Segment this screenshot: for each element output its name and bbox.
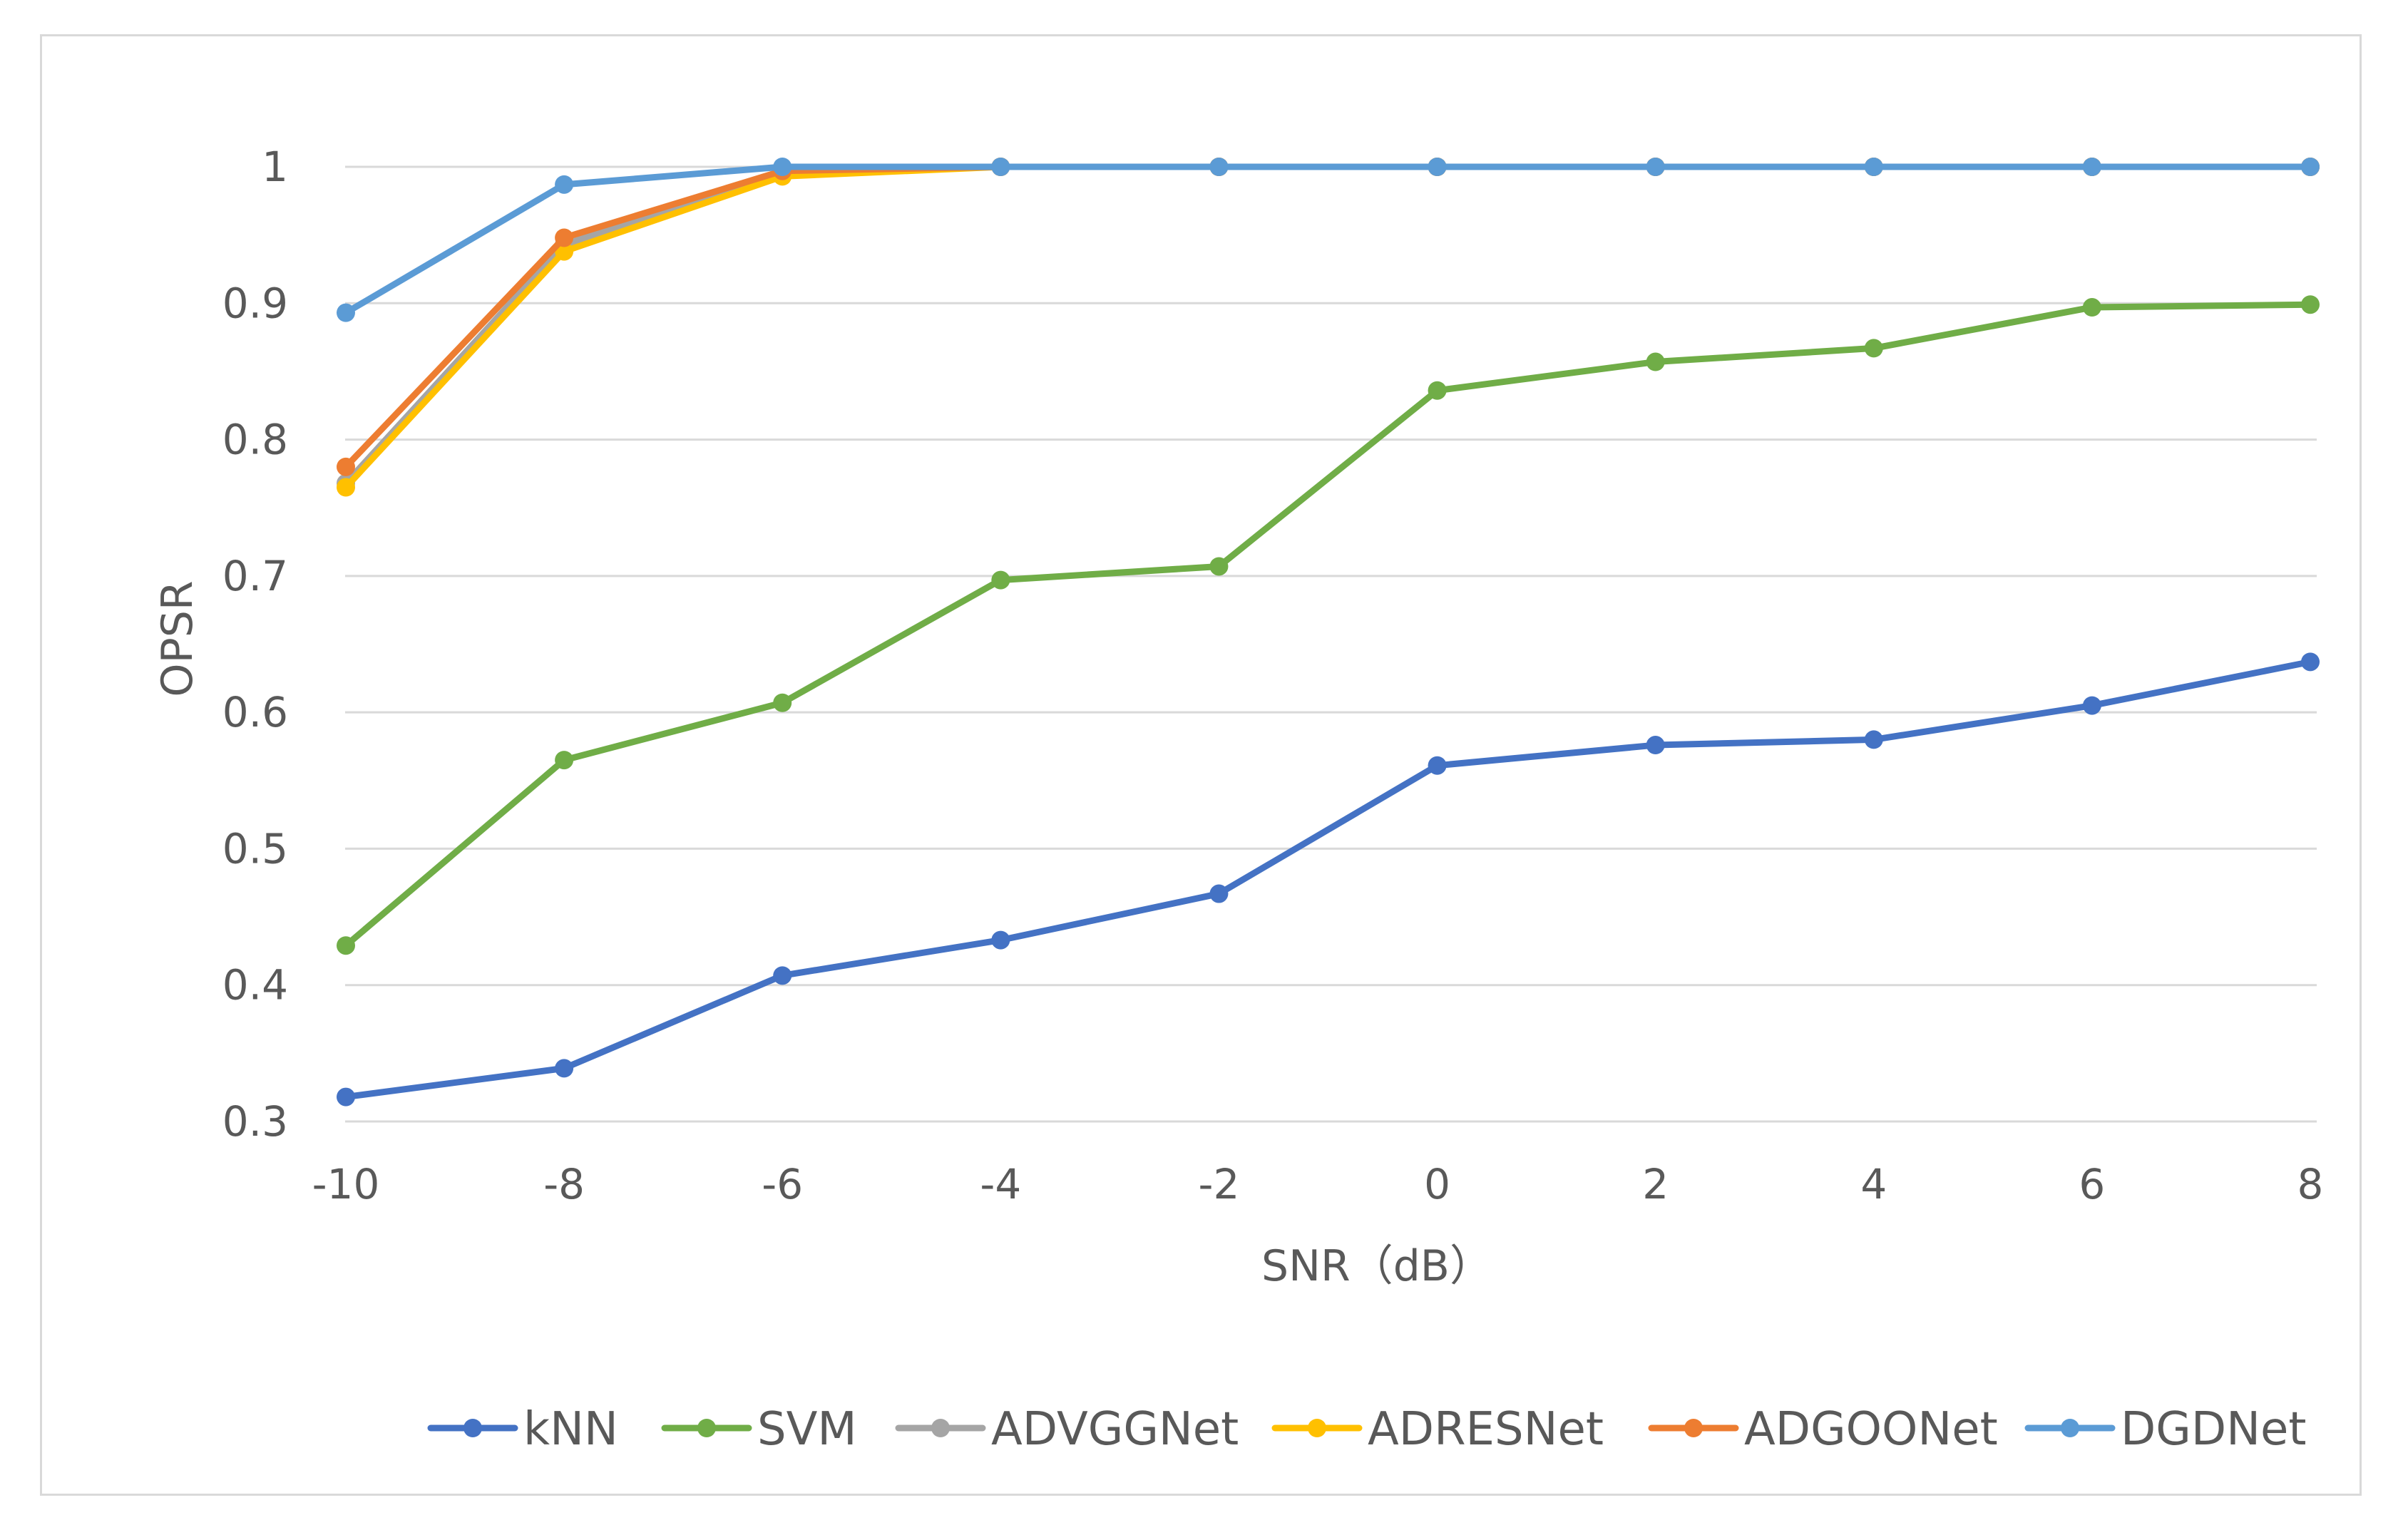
data-point-svm: [555, 751, 574, 770]
data-point-svm: [2301, 295, 2320, 314]
data-point-svm: [1864, 339, 1883, 358]
data-point-dgdnet: [1646, 158, 1665, 176]
legend-item-dgdnet: DGDNet: [2024, 1403, 2307, 1456]
x-tick-label: -2: [1199, 1160, 1240, 1208]
data-point-adgoonet: [555, 228, 574, 247]
y-tick-label: 0.5: [222, 824, 288, 873]
legend-marker: [697, 1419, 716, 1437]
x-tick-label: 8: [2297, 1160, 2324, 1208]
legend-label: SVM: [757, 1403, 857, 1456]
data-point-svm: [1428, 381, 1447, 400]
legend-marker: [931, 1419, 950, 1437]
data-point-knn: [1864, 730, 1883, 749]
x-tick-labels: -10 -8 -6 -4 -2 0 2 4 6 8: [312, 1160, 2324, 1208]
legend-item-svm: SVM: [661, 1403, 857, 1456]
series-adgoonet: [337, 158, 2320, 476]
data-point-knn: [1209, 884, 1229, 903]
y-tick-label: 0.8: [222, 416, 288, 464]
data-point-svm: [1646, 352, 1665, 371]
grid-lines: [345, 165, 2317, 1123]
chart-frame: 0.3 0.4 0.5 0.6 0.7 0.8 0.9 1 -10 -8 -6 -4 -2 0 2 4 6 8 …: [40, 34, 2362, 1496]
series-advggnet: [337, 158, 2320, 493]
data-point-dgdnet: [2301, 158, 2320, 176]
legend: kNN SVM ADVGGNet ADRESNet ADGOONet DGDNet: [427, 1403, 2307, 1456]
data-point-dgdnet: [1209, 158, 1229, 176]
y-tick-label: 0.3: [222, 1097, 288, 1146]
series-svm: [337, 295, 2320, 955]
x-tick-label: 0: [1424, 1160, 1450, 1208]
y-axis-title: OPSR: [153, 580, 203, 697]
data-point-knn: [2301, 652, 2320, 672]
data-point-knn: [1428, 756, 1447, 775]
legend-item-knn: kNN: [427, 1403, 618, 1456]
y-tick-label: 0.7: [222, 552, 288, 600]
legend-label: kNN: [523, 1403, 618, 1456]
data-point-svm: [1209, 557, 1229, 576]
data-point-dgdnet: [773, 158, 792, 176]
legend-marker: [1684, 1419, 1703, 1437]
series-line-knn: [342, 658, 2314, 1101]
data-point-svm: [991, 570, 1010, 590]
data-point-dgdnet: [337, 303, 355, 322]
chart-svg: 0.30.40.50.60.70.80.91 -10 -8 -6 -4 -2 0 2 4 6 8 …: [153, 143, 2324, 1456]
x-tick-label: 2: [1642, 1160, 1669, 1208]
legend-marker: [2061, 1419, 2079, 1437]
data-point-knn: [1646, 736, 1665, 755]
y-tick-label: 0.9: [222, 279, 288, 327]
data-point-dgdnet: [555, 175, 574, 194]
data-point-knn: [555, 1059, 574, 1078]
data-point-svm: [337, 936, 355, 955]
legend-label: ADVGGNet: [991, 1403, 1239, 1456]
legend-item-advggnet: ADVGGNet: [895, 1403, 1239, 1456]
x-axis-title: SNR（dB）: [1261, 1241, 1492, 1291]
data-point-knn: [2082, 696, 2101, 715]
x-tick-label: -10: [312, 1160, 380, 1208]
x-tick-label: -6: [762, 1160, 803, 1208]
legend-item-adresnet: ADRESNet: [1271, 1403, 1604, 1456]
y-tick-label: 0.6: [222, 688, 288, 736]
data-point-dgdnet: [1428, 158, 1447, 176]
series-line-dgdnet: [342, 163, 2314, 317]
legend-label: ADGOONet: [1744, 1403, 1998, 1456]
legend-label: DGDNet: [2121, 1403, 2307, 1456]
legend-marker: [1308, 1419, 1326, 1437]
series-dgdnet: [337, 158, 2320, 322]
data-point-adresnet: [337, 478, 355, 497]
y-tick-label: 1: [262, 143, 288, 191]
x-tick-label: -8: [543, 1160, 585, 1208]
series-line-adgoonet: [342, 163, 2314, 471]
data-point-dgdnet: [991, 158, 1010, 176]
legend-label: ADRESNet: [1368, 1403, 1604, 1456]
legend-item-adgoonet: ADGOONet: [1648, 1403, 1998, 1456]
series-line-svm: [342, 301, 2314, 949]
series-adresnet: [337, 158, 2320, 497]
legend-marker: [463, 1419, 482, 1437]
x-tick-label: -4: [980, 1160, 1021, 1208]
data-point-knn: [991, 930, 1010, 950]
data-point-dgdnet: [1864, 158, 1883, 176]
data-point-svm: [2082, 298, 2101, 317]
y-tick-label: 0.4: [222, 961, 288, 1010]
series-lines: [337, 158, 2320, 1106]
data-point-knn: [773, 966, 792, 985]
series-knn: [337, 652, 2320, 1106]
data-point-adgoonet: [337, 457, 355, 476]
data-point-dgdnet: [2082, 158, 2101, 176]
y-tick-labels: 0.3 0.4 0.5 0.6 0.7 0.8 0.9 1: [222, 143, 288, 1146]
data-point-svm: [773, 693, 792, 712]
x-tick-label: 6: [2079, 1160, 2105, 1208]
x-tick-label: 4: [1860, 1160, 1887, 1208]
data-point-knn: [337, 1087, 355, 1106]
